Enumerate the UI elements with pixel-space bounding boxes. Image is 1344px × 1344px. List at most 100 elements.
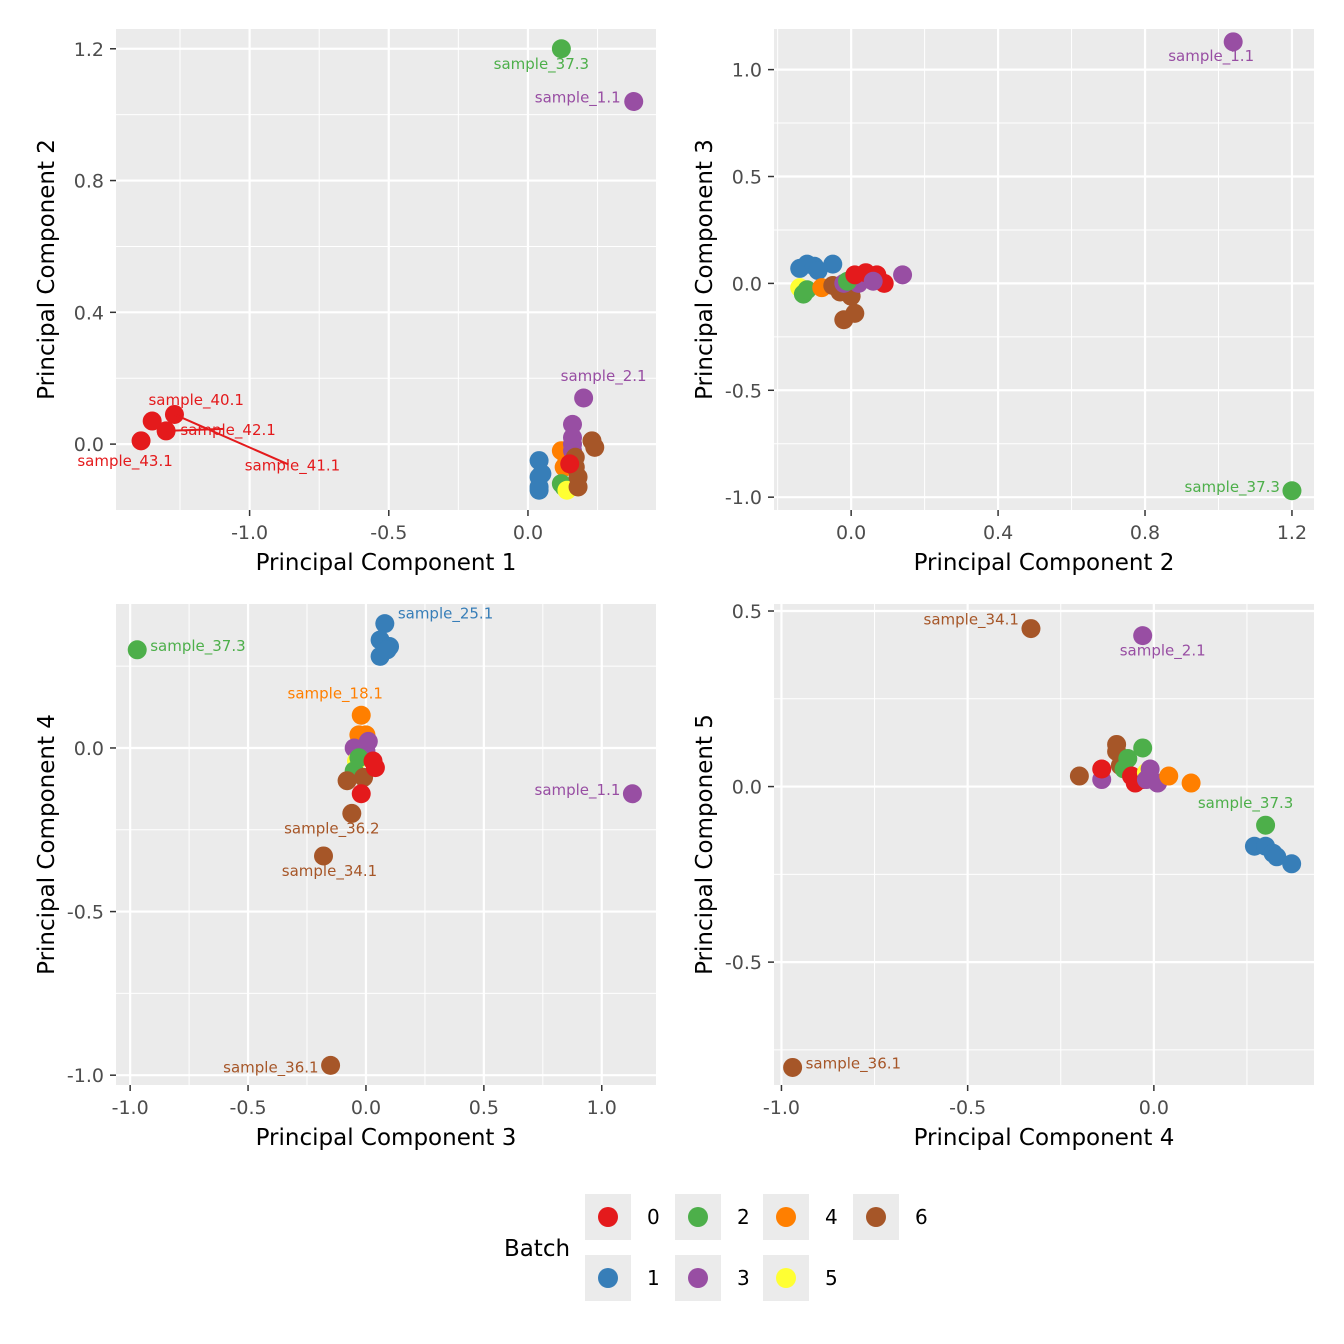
y-tick-label: 0.0 <box>74 738 104 760</box>
point-label: sample_34.1 <box>924 611 1019 630</box>
x-axis-title: Principal Component 4 <box>914 1125 1175 1151</box>
x-tick-label: 0.5 <box>469 1097 499 1119</box>
data-point <box>351 784 371 804</box>
point-label: sample_36.1 <box>806 1054 901 1073</box>
y-tick-label: 0.5 <box>732 601 762 623</box>
data-point <box>797 280 817 300</box>
legend-swatch <box>598 1268 618 1288</box>
x-axis-title: Principal Component 2 <box>914 550 1175 576</box>
y-tick-label: 1.2 <box>74 39 104 61</box>
data-point <box>622 784 642 804</box>
data-point <box>1133 738 1153 758</box>
data-point <box>1021 619 1041 639</box>
data-point <box>375 614 395 634</box>
data-point <box>127 640 147 660</box>
data-point <box>365 758 385 778</box>
data-point <box>1223 32 1243 52</box>
data-point <box>551 39 571 59</box>
point-label: sample_36.1 <box>223 1058 318 1077</box>
legend-label: 5 <box>825 1266 838 1290</box>
point-label: sample_2.1 <box>561 367 647 386</box>
legend-label: 6 <box>915 1205 928 1229</box>
y-tick-label: 1.0 <box>732 60 762 82</box>
label-leader-line <box>166 427 225 432</box>
legend-label: 3 <box>737 1266 750 1290</box>
legend-label: 4 <box>825 1205 838 1229</box>
point-label: sample_43.1 <box>77 452 172 471</box>
legend-label: 2 <box>737 1205 750 1229</box>
data-point <box>1256 815 1276 835</box>
legend-swatch <box>776 1268 796 1288</box>
data-point <box>585 437 605 457</box>
point-label: sample_40.1 <box>148 391 243 410</box>
legend-label: 1 <box>647 1266 660 1290</box>
legend-swatch <box>688 1268 708 1288</box>
data-point <box>808 261 828 281</box>
pca-panel-3: -1.0 -0.5 0.0 0.5 1.0 -1.0 -0.5 0.0 Principal Co… <box>34 604 656 1151</box>
y-axis-title: Principal Component 4 <box>34 714 60 975</box>
legend: Batch 0 1 2 3 4 5 6 <box>504 1194 928 1301</box>
data-point <box>342 803 362 823</box>
data-point <box>1181 773 1201 793</box>
panel-background <box>116 604 656 1085</box>
y-tick-label: -1.0 <box>67 1065 104 1087</box>
x-tick-label: 0.0 <box>351 1097 381 1119</box>
x-tick-label: 1.0 <box>587 1097 617 1119</box>
y-tick-label: 0.0 <box>732 273 762 295</box>
data-point <box>574 388 594 408</box>
point-label: sample_37.3 <box>150 637 245 656</box>
point-label: sample_37.3 <box>1185 478 1280 497</box>
data-point <box>893 265 913 285</box>
legend-swatch <box>866 1207 886 1227</box>
x-tick-label: -1.0 <box>763 1097 800 1119</box>
data-point <box>1282 854 1302 874</box>
y-tick-label: 0.4 <box>74 302 104 324</box>
y-axis-title: Principal Component 5 <box>692 714 718 975</box>
y-tick-label: -0.5 <box>67 902 104 924</box>
data-point <box>314 846 334 866</box>
pca-panel-4: -1.0 -0.5 0.0 -0.5 0.0 0.5 Principal Component… <box>692 601 1314 1151</box>
data-point <box>1282 481 1302 501</box>
x-tick-label: -1.0 <box>231 522 268 544</box>
data-point <box>845 303 865 323</box>
data-point <box>532 464 552 484</box>
x-axis-title: Principal Component 3 <box>256 1125 517 1151</box>
point-label: sample_36.2 <box>284 819 379 838</box>
x-tick-label: 0.0 <box>513 522 543 544</box>
data-point <box>863 271 883 291</box>
data-point <box>1069 766 1089 786</box>
data-point <box>377 640 397 660</box>
y-tick-label: 0.0 <box>74 434 104 456</box>
x-tick-label: 0.4 <box>983 522 1013 544</box>
legend-swatch <box>598 1207 618 1227</box>
data-point <box>351 705 371 725</box>
data-point <box>321 1055 341 1075</box>
point-label: sample_1.1 <box>535 781 621 800</box>
data-point <box>1118 748 1138 768</box>
x-axis-title: Principal Component 1 <box>256 550 517 576</box>
data-point <box>568 477 588 497</box>
point-label: sample_25.1 <box>398 605 493 624</box>
data-point <box>142 411 162 431</box>
y-tick-label: 0.0 <box>732 777 762 799</box>
y-tick-label: 0.8 <box>74 171 104 193</box>
x-tick-label: -0.5 <box>370 522 407 544</box>
y-axis-title: Principal Component 3 <box>692 139 718 400</box>
legend-label: 0 <box>647 1205 660 1229</box>
data-point <box>823 254 843 274</box>
point-label: sample_2.1 <box>1120 642 1206 661</box>
x-tick-label: -1.0 <box>112 1097 149 1119</box>
data-point <box>1092 759 1112 779</box>
y-tick-label: -0.5 <box>725 380 762 402</box>
x-tick-label: 0.0 <box>836 522 866 544</box>
data-point <box>1267 847 1287 867</box>
y-tick-label: -0.5 <box>725 952 762 974</box>
legend-title: Batch <box>504 1236 570 1262</box>
point-label: sample_18.1 <box>288 684 383 703</box>
data-point <box>562 414 582 434</box>
point-label: sample_1.1 <box>1168 47 1254 66</box>
legend-swatch <box>688 1207 708 1227</box>
data-point <box>783 1057 803 1077</box>
y-tick-label: -1.0 <box>725 487 762 509</box>
